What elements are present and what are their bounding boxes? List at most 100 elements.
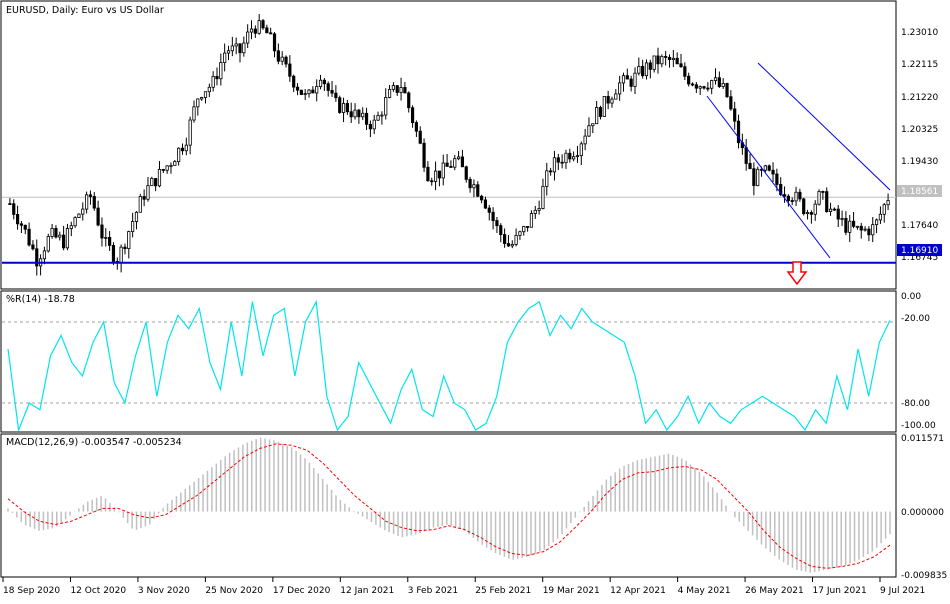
candle-body — [460, 156, 465, 168]
candle-body — [196, 98, 200, 108]
channel-lower-line — [706, 95, 831, 259]
candle-body — [748, 163, 752, 170]
candle-body — [503, 234, 507, 244]
candle-body — [633, 72, 637, 87]
macd-tick: 0.011571 — [901, 434, 944, 444]
x-tick-label: 12 Jan 2021 — [340, 586, 394, 596]
candle-body — [142, 196, 146, 200]
candle-body — [138, 196, 142, 213]
candle-body — [733, 108, 737, 122]
candle-body — [104, 236, 108, 239]
candle-body — [177, 147, 181, 162]
candle-body — [572, 156, 576, 160]
wpr-tick: 0.00 — [901, 292, 921, 302]
candle-body — [414, 122, 419, 132]
candle-body — [698, 86, 702, 89]
candle-body — [828, 208, 833, 213]
candle-body — [81, 208, 85, 215]
candle-body — [77, 213, 81, 218]
candle-body — [353, 109, 357, 118]
wpr-panel-frame — [0, 290, 897, 433]
candle-body — [246, 31, 250, 44]
candle-body — [422, 142, 426, 168]
candle-body — [871, 224, 875, 236]
current-price-box — [897, 185, 942, 197]
candle-body — [280, 56, 284, 62]
candle-body — [253, 28, 257, 34]
candle-body — [295, 86, 300, 91]
candle-body — [591, 123, 595, 127]
x-tick-label: 4 May 2021 — [678, 586, 731, 596]
x-tick-label: 18 Sep 2020 — [3, 586, 60, 596]
price-panel-frame — [0, 0, 897, 290]
candle-body — [19, 223, 24, 226]
candle-body — [483, 199, 488, 209]
candle-body — [192, 106, 196, 121]
candle-body — [230, 45, 234, 52]
candle-body — [549, 170, 553, 173]
candle-body — [867, 228, 871, 236]
support-price-box — [897, 244, 942, 256]
candle-body — [272, 33, 277, 52]
candle-body — [200, 97, 204, 100]
candle-body — [671, 57, 675, 61]
candle-body — [679, 63, 683, 68]
candle-body — [767, 165, 771, 171]
candle-body — [407, 92, 411, 109]
candle-body — [165, 165, 169, 171]
candle-body — [437, 170, 442, 179]
candle-body — [706, 87, 710, 90]
candle-body — [441, 162, 445, 179]
candle-body — [825, 191, 829, 213]
candle-body — [380, 114, 384, 117]
candle-body — [510, 244, 514, 247]
candle-body — [108, 236, 112, 246]
candle-body — [207, 86, 211, 93]
candle-body — [307, 89, 311, 95]
price-tick: 1.19430 — [901, 157, 938, 167]
candle-body — [219, 62, 223, 80]
candle-body — [35, 248, 39, 267]
candle-body — [368, 123, 372, 130]
candle-body — [652, 55, 656, 70]
candle-body — [292, 75, 296, 88]
x-tick-label: 12 Apr 2021 — [610, 586, 666, 596]
price-layer — [2, 14, 896, 276]
candle-body — [752, 168, 756, 187]
candle-body — [15, 214, 20, 225]
candle-body — [644, 62, 649, 77]
wpr-line — [7, 299, 891, 433]
candle-body — [215, 76, 219, 80]
candle-body — [433, 170, 438, 182]
candle-body — [12, 203, 16, 215]
wpr-tick: -80.00 — [901, 399, 930, 409]
candle-body — [863, 228, 867, 231]
macd-layer — [7, 437, 891, 573]
candle-body — [92, 196, 96, 209]
price-tick: 1.23010 — [901, 28, 938, 38]
candle-body — [840, 217, 844, 220]
candle-body — [134, 211, 139, 222]
candle-body — [487, 207, 491, 213]
candle-body — [836, 208, 840, 220]
x-tick-label: 9 Jul 2021 — [880, 586, 925, 596]
candle-body — [606, 96, 610, 104]
support-price-label: 1.16910 — [901, 246, 938, 256]
candle-body — [96, 207, 100, 226]
candle-body — [541, 185, 545, 209]
candle-body — [119, 246, 123, 264]
candle-body — [46, 236, 50, 252]
price-tick: 1.17640 — [901, 221, 938, 231]
candle-body — [150, 178, 154, 187]
candle-body — [249, 28, 254, 33]
macd-tick: 0.000000 — [901, 508, 944, 518]
candle-body — [261, 20, 265, 29]
candle-body — [844, 217, 848, 233]
candle-body — [798, 191, 802, 200]
candle-body — [629, 78, 633, 87]
candle-body — [526, 226, 530, 228]
candle-body — [476, 184, 480, 197]
candle-body — [537, 208, 541, 211]
